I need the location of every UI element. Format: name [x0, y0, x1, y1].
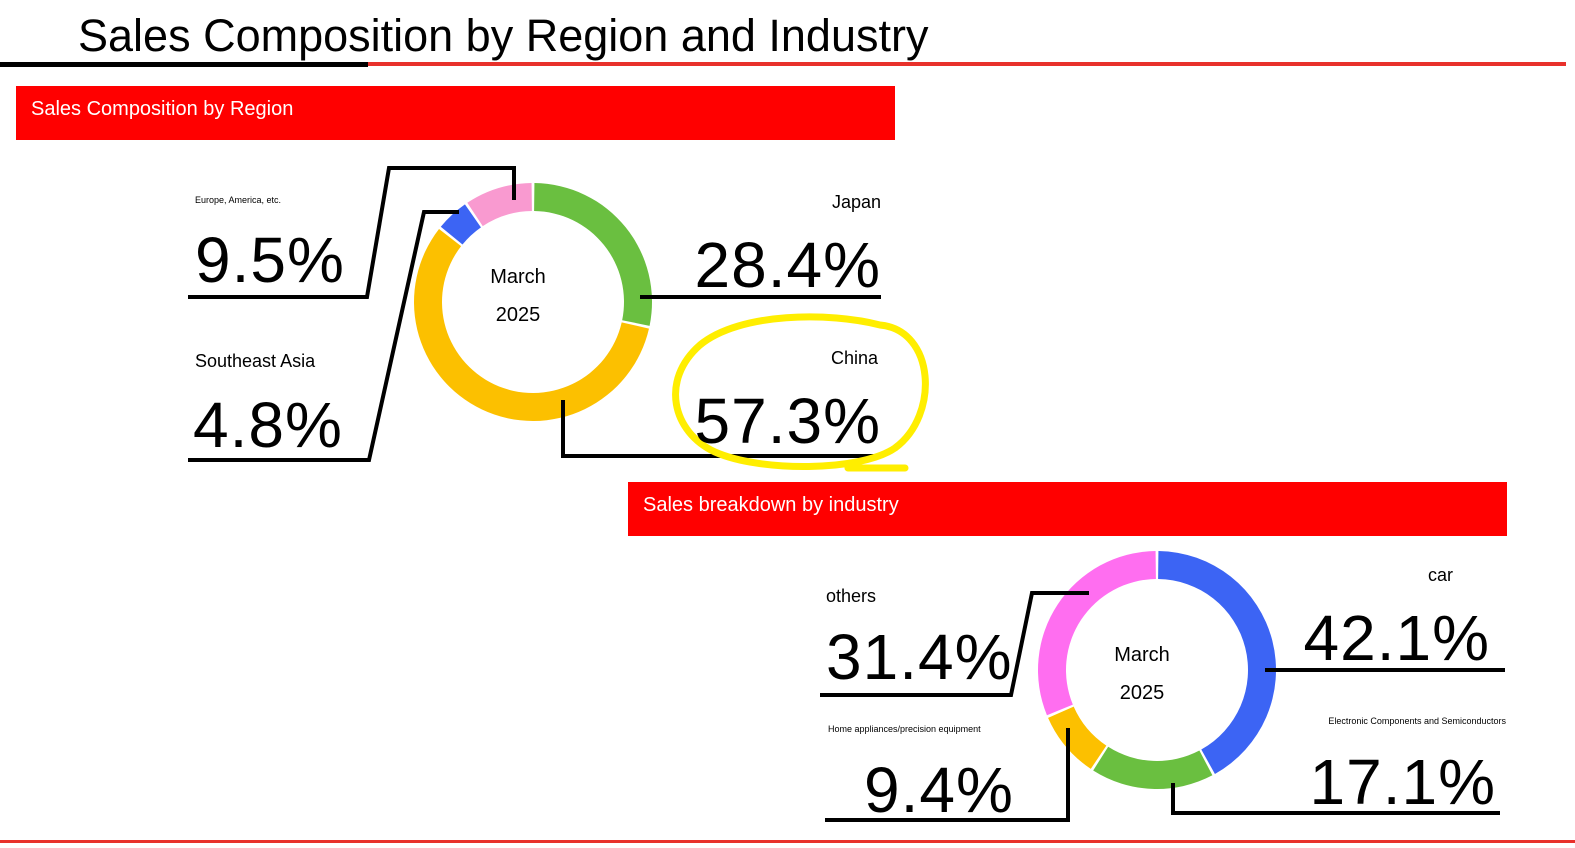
- value-others: 31.4%: [826, 621, 1013, 693]
- label-others: others: [826, 586, 877, 606]
- industry-center-label: March 2025: [1092, 636, 1192, 712]
- donut-slice-electronic-components-and-semiconductors: [1093, 746, 1213, 790]
- label-southeast-asia: Southeast Asia: [195, 351, 316, 371]
- leader-line-southeast-asia: [188, 210, 459, 462]
- leader-line-home-appliances: [825, 728, 1070, 822]
- region-center-label: March 2025: [468, 258, 568, 334]
- bottom-rule: [0, 840, 1575, 843]
- region-center-month: March: [490, 266, 546, 288]
- donut-slice-europe-america-etc: [467, 183, 532, 227]
- label-car: car: [1427, 565, 1453, 585]
- title-rule-accent: [368, 62, 1566, 66]
- leader-line-others: [820, 591, 1089, 697]
- value-southeast-asia: 4.8%: [193, 389, 343, 461]
- highlight-circle: [672, 313, 929, 472]
- industry-center-year: 2025: [1119, 682, 1165, 704]
- region-center-year: 2025: [495, 304, 541, 326]
- industry-center-month: March: [1114, 644, 1170, 666]
- value-electronics: 17.1%: [1309, 746, 1496, 818]
- value-europe-america: 9.5%: [195, 224, 345, 296]
- region-donut-chart: [414, 183, 652, 422]
- donut-slice-southeast-asia: [440, 204, 481, 245]
- label-china: China: [830, 348, 878, 368]
- donut-slice-home-appliances-precision-equipment: [1048, 706, 1107, 769]
- leader-line-china: [561, 400, 881, 458]
- label-home-appliances: Home appliances/precision equipment: [828, 724, 981, 734]
- leader-line-europe-america: [188, 166, 516, 299]
- value-home-appliances: 9.4%: [864, 754, 1014, 826]
- donut-slice-japan: [534, 183, 652, 326]
- value-japan: 28.4%: [694, 229, 881, 301]
- value-car: 42.1%: [1303, 602, 1490, 674]
- label-electronics: Electronic Components and Semiconductors: [1328, 716, 1506, 726]
- industry-section-header: Sales breakdown by industry: [628, 482, 1507, 536]
- title-rule-dark: [0, 62, 368, 67]
- page-title: Sales Composition by Region and Industry: [78, 10, 929, 61]
- region-section-header: Sales Composition by Region: [16, 86, 895, 140]
- label-europe-america: Europe, America, etc.: [195, 195, 282, 205]
- value-china: 57.3%: [694, 385, 881, 457]
- leader-line-electronics: [1171, 783, 1500, 815]
- label-japan: Japan: [831, 192, 881, 212]
- leader-lines: [188, 166, 1505, 822]
- donut-slice-car: [1158, 551, 1277, 774]
- donut-slice-china: [414, 229, 649, 422]
